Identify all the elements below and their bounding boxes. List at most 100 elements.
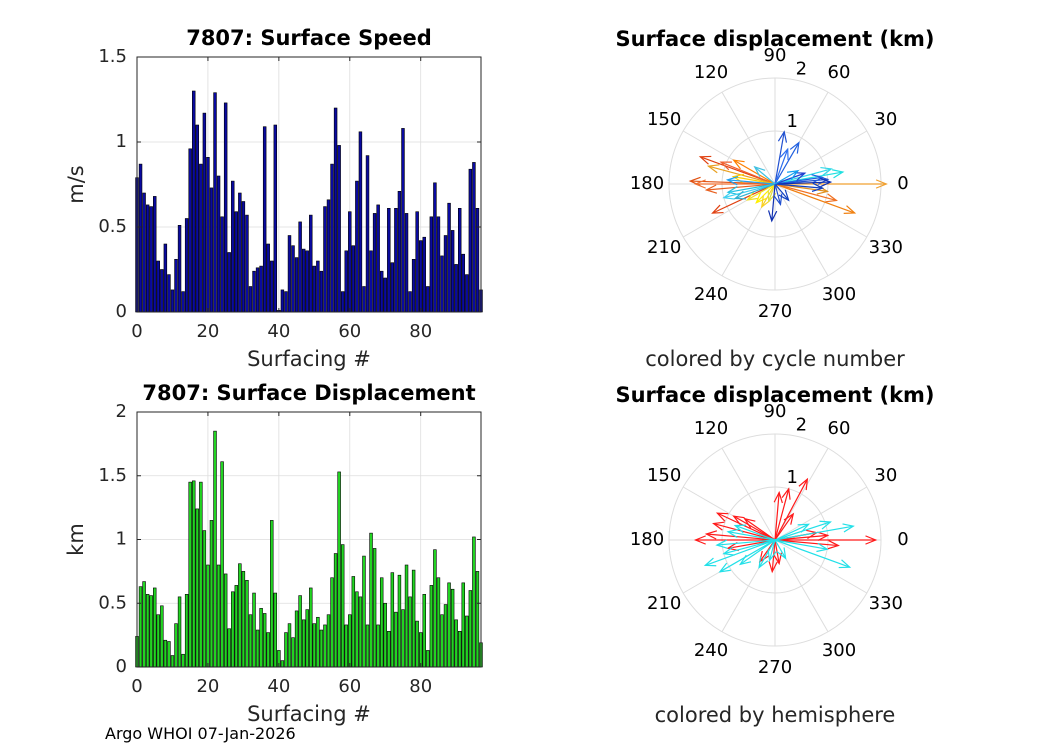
arrow-head xyxy=(726,528,739,539)
bar xyxy=(465,615,469,668)
displacement-arrow xyxy=(706,183,776,191)
bar xyxy=(465,274,469,313)
bar xyxy=(188,148,192,313)
x-tick-label: 20 xyxy=(196,321,219,342)
bar xyxy=(401,609,405,668)
arrow-head xyxy=(875,179,888,189)
bar xyxy=(170,655,175,668)
polar-spoke xyxy=(721,447,776,541)
bar xyxy=(319,270,324,313)
bar xyxy=(454,264,458,313)
arrow-head xyxy=(693,179,706,189)
displacement-arrow xyxy=(774,170,799,185)
bar xyxy=(167,641,171,668)
bar xyxy=(195,124,200,313)
bar xyxy=(358,131,363,313)
displacement-arrow xyxy=(727,179,776,185)
displacement-arrow xyxy=(774,492,780,541)
arrow-head xyxy=(838,559,852,569)
bar xyxy=(223,573,228,668)
x-tick-label: 20 xyxy=(196,676,219,697)
angle-label: 180 xyxy=(630,173,664,194)
displacement-arrow xyxy=(720,161,776,185)
x-tick-label: 0 xyxy=(131,321,142,342)
bar xyxy=(234,211,239,313)
bar xyxy=(284,632,288,668)
bar xyxy=(461,582,465,668)
bar xyxy=(383,602,387,668)
arrow-head xyxy=(825,193,838,203)
bar xyxy=(220,461,224,668)
x-tick-label: 80 xyxy=(409,321,432,342)
bar xyxy=(323,624,327,668)
bar xyxy=(394,208,398,313)
bar xyxy=(287,623,292,668)
bar xyxy=(472,536,476,668)
arrow-head xyxy=(776,547,787,560)
bar xyxy=(429,585,434,668)
polar-spoke xyxy=(774,183,868,238)
angle-label: 150 xyxy=(647,109,681,130)
bar xyxy=(397,574,402,668)
bar xyxy=(174,258,178,313)
bar xyxy=(440,614,444,668)
bar xyxy=(301,248,306,313)
angle-label: 210 xyxy=(647,593,681,614)
arrow-head xyxy=(778,189,790,202)
angle-label: 330 xyxy=(869,237,903,258)
arrow-head xyxy=(820,177,833,188)
arrow-head xyxy=(789,141,800,154)
displacement-arrow xyxy=(774,183,823,189)
bar xyxy=(468,168,473,313)
arrow-head xyxy=(798,477,809,491)
bar xyxy=(213,92,217,313)
bar xyxy=(259,265,263,313)
bar xyxy=(458,208,462,313)
displacement-arrow xyxy=(754,166,776,185)
arrow-head xyxy=(733,190,747,200)
displacement-arrow xyxy=(774,534,828,541)
polar-spoke xyxy=(774,447,829,541)
bar xyxy=(383,277,387,313)
displacement-arrow xyxy=(774,183,790,201)
bar xyxy=(348,614,352,668)
angle-label: 0 xyxy=(897,173,908,194)
displacement-arrow xyxy=(733,176,776,185)
arrow-head xyxy=(753,165,766,177)
arrow-head xyxy=(704,530,718,540)
bar xyxy=(450,588,455,668)
bar xyxy=(192,480,196,668)
bar xyxy=(231,591,235,668)
arrow-head xyxy=(733,524,747,534)
bar xyxy=(160,605,164,668)
bar xyxy=(216,175,221,313)
bar xyxy=(153,587,157,668)
bar xyxy=(436,216,441,313)
bar xyxy=(163,243,168,313)
bar xyxy=(348,211,352,313)
bar xyxy=(266,243,270,313)
x-tick-label: 60 xyxy=(338,321,361,342)
bar xyxy=(450,230,455,313)
arrow-head xyxy=(706,164,720,174)
bar xyxy=(270,520,274,668)
y-tick-label: 0 xyxy=(116,656,127,677)
bar xyxy=(355,180,359,313)
bar xyxy=(340,291,345,313)
bar xyxy=(262,126,267,313)
bar xyxy=(415,620,419,668)
arrow-head xyxy=(811,182,825,192)
chart-title: 7807: Surface Speed xyxy=(186,26,432,50)
arrow-head xyxy=(781,487,791,500)
bar xyxy=(426,286,430,313)
bar xyxy=(337,471,341,668)
bar xyxy=(145,204,150,313)
bar xyxy=(379,577,384,668)
displacement-arrow xyxy=(717,512,776,541)
arrow-head xyxy=(797,523,811,533)
bar xyxy=(443,235,448,313)
bar xyxy=(177,596,182,668)
bar xyxy=(273,124,278,313)
displacement-arrow xyxy=(774,148,789,185)
bar xyxy=(202,530,207,668)
